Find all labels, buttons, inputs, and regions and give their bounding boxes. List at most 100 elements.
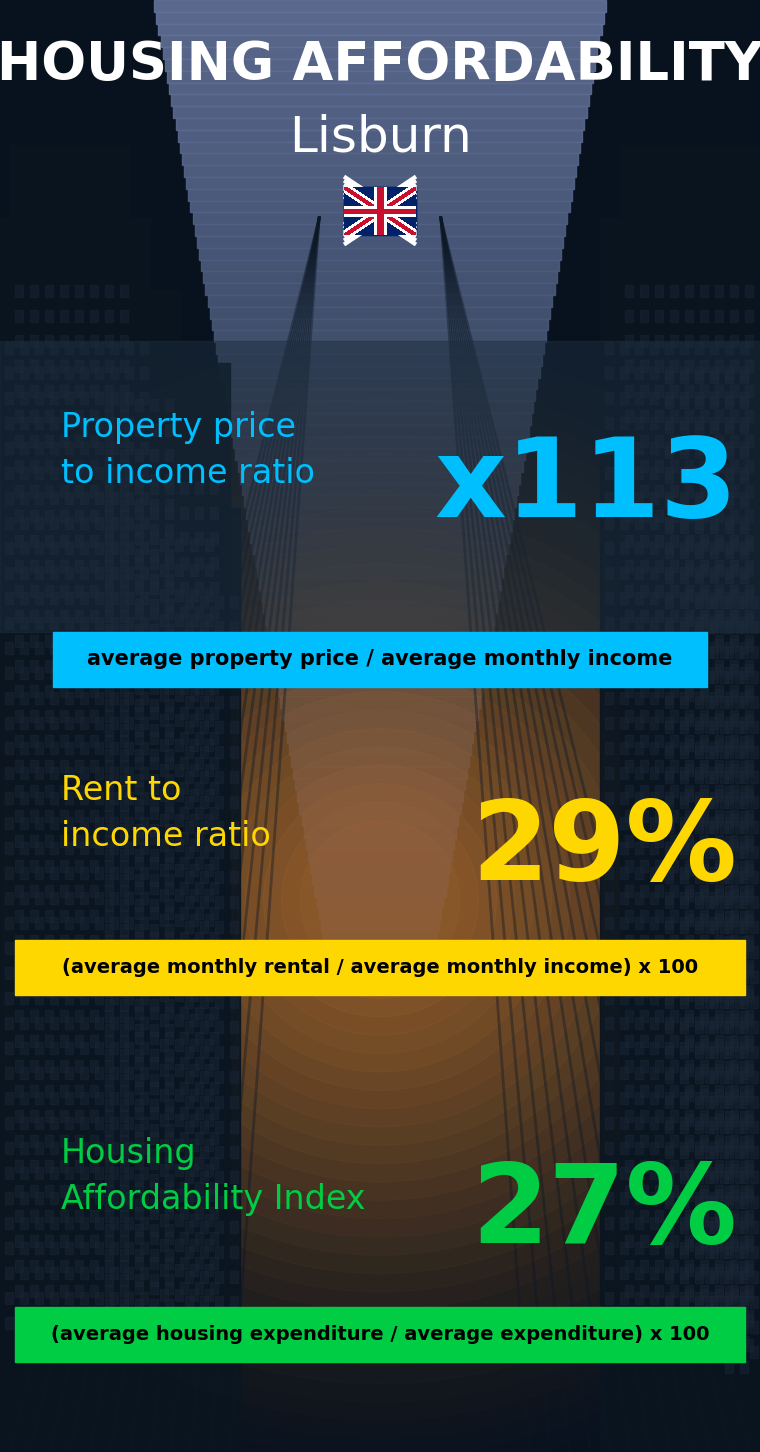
Bar xyxy=(190,563,198,576)
Bar xyxy=(120,385,128,396)
Bar xyxy=(45,560,53,572)
Bar xyxy=(215,771,223,783)
Bar xyxy=(165,582,173,594)
Bar xyxy=(655,534,663,547)
Bar xyxy=(665,566,673,579)
Bar xyxy=(75,436,83,447)
Bar xyxy=(90,1285,98,1297)
Bar xyxy=(655,810,663,822)
Bar xyxy=(95,1167,103,1179)
Bar xyxy=(30,1285,38,1297)
Bar xyxy=(105,1210,113,1223)
Bar xyxy=(700,409,708,423)
Bar xyxy=(725,343,733,354)
Bar xyxy=(20,1292,28,1304)
Bar xyxy=(740,761,748,772)
Bar xyxy=(95,791,103,804)
Bar xyxy=(210,1282,218,1294)
Bar xyxy=(740,896,748,908)
Bar xyxy=(695,497,703,508)
Bar xyxy=(620,1117,628,1130)
Bar xyxy=(685,1185,693,1196)
Bar xyxy=(635,942,643,954)
Bar xyxy=(35,742,43,754)
Bar xyxy=(745,1060,753,1072)
Bar xyxy=(705,746,713,758)
Bar xyxy=(620,417,628,428)
Bar xyxy=(90,759,98,772)
Bar xyxy=(35,1117,43,1130)
Bar xyxy=(745,1236,753,1247)
Bar xyxy=(745,815,753,826)
Bar xyxy=(50,441,58,454)
Bar xyxy=(276,672,484,684)
Bar xyxy=(160,939,168,951)
Bar xyxy=(725,847,733,858)
Bar xyxy=(685,735,693,746)
Bar xyxy=(135,424,143,436)
Bar xyxy=(30,1310,38,1321)
Bar xyxy=(720,1270,728,1284)
Bar xyxy=(725,992,733,1003)
Bar xyxy=(735,1170,743,1183)
Bar xyxy=(670,835,678,847)
Bar xyxy=(670,560,678,572)
Bar xyxy=(715,1064,723,1076)
Bar xyxy=(15,835,23,847)
Bar xyxy=(205,964,213,976)
Bar xyxy=(740,1321,748,1333)
Bar xyxy=(5,1143,13,1154)
Bar xyxy=(195,932,203,944)
Bar xyxy=(650,1067,658,1079)
Bar xyxy=(20,492,28,504)
Bar xyxy=(655,560,663,572)
Bar xyxy=(725,1043,733,1054)
Bar xyxy=(105,810,113,822)
Bar xyxy=(715,1285,723,1297)
Bar xyxy=(230,1297,238,1308)
Bar xyxy=(192,212,568,224)
Bar xyxy=(5,441,13,454)
Bar xyxy=(5,867,13,878)
Bar xyxy=(685,1109,693,1122)
Bar xyxy=(750,947,758,958)
Bar xyxy=(695,771,703,783)
Bar xyxy=(35,1143,43,1154)
Bar xyxy=(605,1043,613,1054)
Bar xyxy=(710,921,718,934)
Bar xyxy=(200,722,208,733)
Bar xyxy=(665,367,673,379)
Bar xyxy=(740,1167,748,1179)
Bar xyxy=(230,871,238,883)
Bar xyxy=(125,992,133,1003)
Bar xyxy=(5,343,13,354)
Bar xyxy=(65,1317,73,1329)
Bar xyxy=(215,1221,223,1233)
Bar xyxy=(705,1297,713,1308)
Bar xyxy=(150,1273,158,1286)
Bar xyxy=(75,1060,83,1072)
Bar xyxy=(695,446,703,457)
Bar xyxy=(740,372,748,383)
Bar xyxy=(700,285,708,298)
Bar xyxy=(20,992,28,1003)
Bar xyxy=(200,696,208,709)
Bar xyxy=(680,671,688,682)
Bar xyxy=(15,1285,23,1297)
Bar xyxy=(50,717,58,729)
Bar xyxy=(95,617,103,629)
Bar xyxy=(655,385,663,396)
Bar xyxy=(20,417,28,428)
Bar xyxy=(710,446,718,457)
Bar xyxy=(75,1260,83,1272)
Bar xyxy=(710,372,718,383)
Bar xyxy=(715,1138,723,1151)
Bar xyxy=(188,189,572,200)
Bar xyxy=(195,807,203,819)
Bar xyxy=(60,860,68,873)
Bar xyxy=(740,1268,748,1279)
Bar xyxy=(135,682,143,694)
Bar xyxy=(75,1035,83,1047)
Bar xyxy=(635,392,643,404)
Bar xyxy=(740,791,748,804)
